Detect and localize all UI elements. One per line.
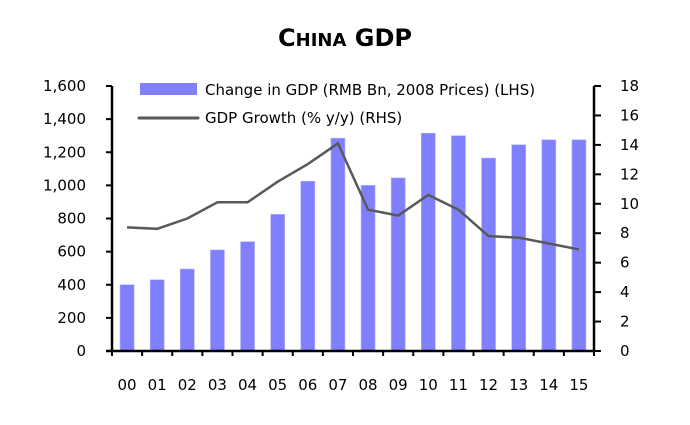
left-tick-label: 1,000 xyxy=(43,176,86,194)
bar-02 xyxy=(180,268,195,352)
x-tick-label: 15 xyxy=(569,376,588,394)
x-tick-label: 06 xyxy=(298,376,317,394)
right-tick-label: 2 xyxy=(620,313,630,331)
x-tick-label: 12 xyxy=(479,376,498,394)
right-tick-label: 0 xyxy=(620,342,630,360)
left-tick-label: 1,200 xyxy=(43,143,86,161)
legend-bar-swatch xyxy=(140,83,197,95)
legend-line-label: GDP Growth (% y/y) (RHS) xyxy=(205,109,402,127)
legend-bar-label: Change in GDP (RMB Bn, 2008 Prices) (LHS… xyxy=(205,81,535,99)
chart-title: CHINA GDP xyxy=(278,24,412,52)
left-tick-label: 600 xyxy=(57,243,86,261)
left-tick-label: 200 xyxy=(57,309,86,327)
bar-09 xyxy=(390,177,406,352)
line-series xyxy=(127,141,580,251)
bar-00 xyxy=(119,284,135,352)
right-tick-label: 16 xyxy=(620,106,639,124)
x-tick-label: 04 xyxy=(238,376,257,394)
bar-03 xyxy=(210,249,225,352)
bar-10 xyxy=(421,132,436,352)
legend: Change in GDP (RMB Bn, 2008 Prices) (LHS… xyxy=(137,81,535,127)
left-tick-label: 0 xyxy=(76,342,86,360)
x-tick-label: 08 xyxy=(359,376,378,394)
x-tick-label: 05 xyxy=(268,376,287,394)
x-tick-label: 11 xyxy=(449,376,468,394)
bar-series xyxy=(119,132,587,352)
bar-11 xyxy=(451,135,466,352)
x-tick-label: 10 xyxy=(419,376,438,394)
x-tick-label: 01 xyxy=(148,376,167,394)
x-tick-label: 13 xyxy=(509,376,528,394)
bar-15 xyxy=(571,139,587,352)
left-tick-label: 800 xyxy=(57,210,86,228)
x-tick-label: 07 xyxy=(328,376,347,394)
bar-04 xyxy=(240,241,255,352)
growth-line xyxy=(127,141,580,251)
right-tick-label: 8 xyxy=(620,224,630,242)
bar-13 xyxy=(511,144,526,352)
bar-01 xyxy=(149,279,165,352)
x-tick-label: 09 xyxy=(389,376,408,394)
right-tick-label: 14 xyxy=(620,136,639,154)
right-tick-label: 12 xyxy=(620,165,639,183)
right-tick-label: 6 xyxy=(620,254,630,272)
right-tick-label: 4 xyxy=(620,283,630,301)
left-tick-label: 400 xyxy=(57,276,86,294)
right-tick-label: 10 xyxy=(620,195,639,213)
bar-06 xyxy=(300,180,316,352)
bar-05 xyxy=(270,214,285,352)
axes: 02004006008001,0001,2001,4001,6000246810… xyxy=(43,77,639,394)
bar-07 xyxy=(330,137,346,352)
bar-12 xyxy=(481,157,496,352)
x-tick-label: 14 xyxy=(539,376,558,394)
right-tick-label: 18 xyxy=(620,77,639,95)
x-tick-label: 00 xyxy=(118,376,137,394)
left-tick-label: 1,400 xyxy=(43,110,86,128)
x-tick-label: 02 xyxy=(178,376,197,394)
x-tick-label: 03 xyxy=(208,376,227,394)
left-tick-label: 1,600 xyxy=(43,77,86,95)
